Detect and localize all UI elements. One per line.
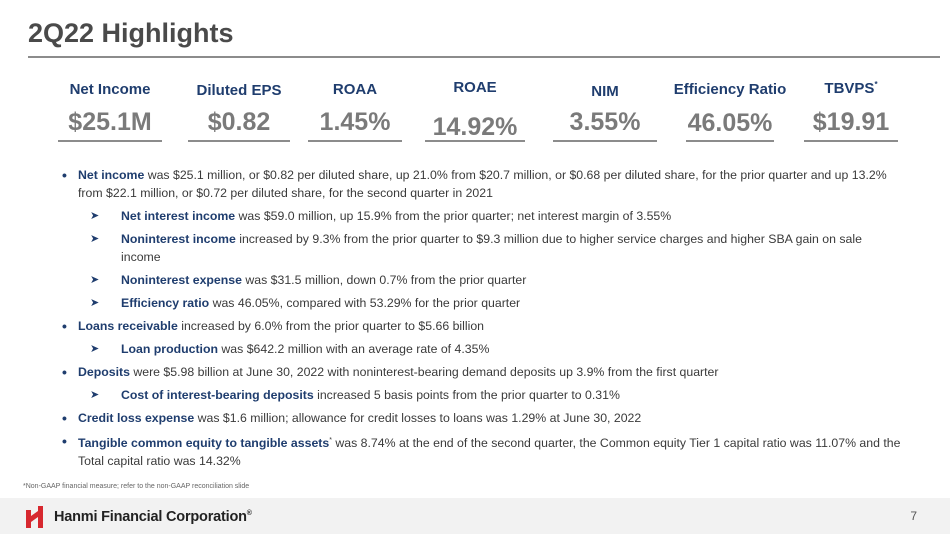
bullet-dot-icon: • bbox=[62, 410, 67, 426]
highlights-list: • Net income was $25.1 million, or $0.82… bbox=[62, 166, 902, 475]
subbullet-noninterest-expense: ➤ Noninterest expense was $31.5 million,… bbox=[62, 271, 902, 289]
bullet-text: increased by 6.0% from the prior quarter… bbox=[177, 319, 485, 333]
metric-underline bbox=[425, 140, 525, 142]
metric-net-income: Net Income $25.1M bbox=[58, 78, 162, 146]
bullet-keyword: Loan production bbox=[121, 342, 218, 356]
bullet-text: increased 5 basis points from the prior … bbox=[313, 388, 620, 402]
metric-underline bbox=[553, 140, 657, 142]
subbullet-cost-of-deposits: ➤ Cost of interest-bearing deposits incr… bbox=[62, 386, 902, 404]
subbullet-noninterest-income: ➤ Noninterest income increased by 9.3% f… bbox=[62, 230, 902, 266]
metric-underline bbox=[188, 140, 290, 142]
bullet-dot-icon: • bbox=[62, 318, 67, 334]
hanmi-logo-icon bbox=[26, 506, 43, 528]
metric-roaa: ROAA 1.45% bbox=[308, 78, 402, 146]
bullet-text: was $25.1 million, or $0.82 per diluted … bbox=[78, 168, 887, 200]
metric-value: $25.1M bbox=[68, 108, 152, 136]
bullet-net-income: • Net income was $25.1 million, or $0.82… bbox=[62, 166, 902, 202]
bullet-dot-icon: • bbox=[62, 364, 67, 380]
footnote: *Non-GAAP financial measure; refer to th… bbox=[23, 483, 250, 490]
metric-efficiency-ratio: Efficiency Ratio 46.05% bbox=[666, 78, 794, 146]
company-name: Hanmi Financial Corporation® bbox=[54, 509, 252, 525]
metric-roae: ROAE 14.92% bbox=[425, 78, 525, 146]
arrow-icon: ➤ bbox=[90, 297, 100, 309]
metric-label: Efficiency Ratio bbox=[673, 81, 787, 98]
bullet-loans-receivable: • Loans receivable increased by 6.0% fro… bbox=[62, 317, 902, 335]
bullet-keyword: Net income bbox=[78, 168, 145, 182]
metric-value: 3.55% bbox=[569, 108, 641, 136]
footnote-marker: * bbox=[874, 80, 878, 89]
bullet-keyword: Noninterest income bbox=[121, 232, 236, 246]
metric-label: ROAA bbox=[332, 81, 378, 98]
bullet-credit-loss-expense: • Credit loss expense was $1.6 million; … bbox=[62, 409, 902, 427]
metric-value: $19.91 bbox=[812, 108, 890, 136]
bullet-keyword: Credit loss expense bbox=[78, 411, 195, 425]
metric-underline bbox=[686, 140, 774, 142]
footer-bar bbox=[0, 498, 950, 534]
bullet-dot-icon: • bbox=[62, 433, 67, 449]
arrow-icon: ➤ bbox=[90, 343, 100, 355]
bullet-tangible-common-equity: • Tangible common equity to tangible ass… bbox=[62, 432, 902, 470]
metric-nim: NIM 3.55% bbox=[553, 78, 657, 146]
metric-label: ROAE bbox=[453, 79, 497, 96]
arrow-icon: ➤ bbox=[90, 389, 100, 401]
bullet-text: were $5.98 billion at June 30, 2022 with… bbox=[129, 365, 719, 379]
bullet-deposits: • Deposits were $5.98 billion at June 30… bbox=[62, 363, 902, 381]
bullet-text: was 46.05%, compared with 53.29% for the… bbox=[209, 296, 521, 310]
bullet-text: was 8.74% at the end of the second quart… bbox=[78, 436, 901, 469]
metric-value: 1.45% bbox=[319, 108, 391, 136]
metric-value: $0.82 bbox=[207, 108, 271, 136]
subbullet-net-interest-income: ➤ Net interest income was $59.0 million,… bbox=[62, 207, 902, 225]
bullet-text: was $642.2 million with an average rate … bbox=[218, 342, 490, 356]
metric-label: Diluted EPS bbox=[196, 82, 282, 99]
bullet-dot-icon: • bbox=[62, 167, 67, 183]
arrow-icon: ➤ bbox=[90, 210, 100, 222]
title-divider bbox=[28, 56, 940, 58]
bullet-keyword: Deposits bbox=[78, 365, 130, 379]
page-title: 2Q22 Highlights bbox=[28, 18, 234, 48]
footnote-marker: * bbox=[329, 437, 332, 444]
metric-underline bbox=[58, 140, 162, 142]
metric-label: Net Income bbox=[69, 81, 151, 98]
arrow-icon: ➤ bbox=[90, 274, 100, 286]
bullet-keyword: Efficiency ratio bbox=[121, 296, 210, 310]
metric-label: NIM bbox=[591, 83, 619, 100]
bullet-keyword: Net interest income bbox=[121, 209, 236, 223]
metric-value: 46.05% bbox=[687, 109, 773, 137]
bullet-keyword: Cost of interest-bearing deposits bbox=[121, 388, 314, 402]
metric-underline bbox=[804, 140, 898, 142]
metric-label: TBVPS* bbox=[824, 80, 878, 97]
subbullet-loan-production: ➤ Loan production was $642.2 million wit… bbox=[62, 340, 902, 358]
bullet-text: was $1.6 million; allowance for credit l… bbox=[194, 411, 642, 425]
bullet-keyword: Tangible common equity to tangible asset… bbox=[78, 436, 330, 451]
bullet-text: was $59.0 million, up 15.9% from the pri… bbox=[235, 209, 672, 223]
bullet-keyword: Loans receivable bbox=[78, 319, 178, 333]
page-number: 7 bbox=[910, 509, 917, 523]
company-logo: Hanmi Financial Corporation® bbox=[26, 506, 252, 528]
metric-value: 14.92% bbox=[432, 113, 518, 141]
bullet-text: was $31.5 million, down 0.7% from the pr… bbox=[241, 273, 527, 287]
subbullet-efficiency-ratio: ➤ Efficiency ratio was 46.05%, compared … bbox=[62, 294, 902, 312]
metric-underline bbox=[308, 140, 402, 142]
bullet-keyword: Noninterest expense bbox=[121, 273, 242, 287]
metric-tbvps: TBVPS* $19.91 bbox=[804, 78, 898, 146]
metric-diluted-eps: Diluted EPS $0.82 bbox=[188, 78, 290, 146]
bullet-text: increased by 9.3% from the prior quarter… bbox=[121, 232, 862, 264]
arrow-icon: ➤ bbox=[90, 233, 100, 245]
